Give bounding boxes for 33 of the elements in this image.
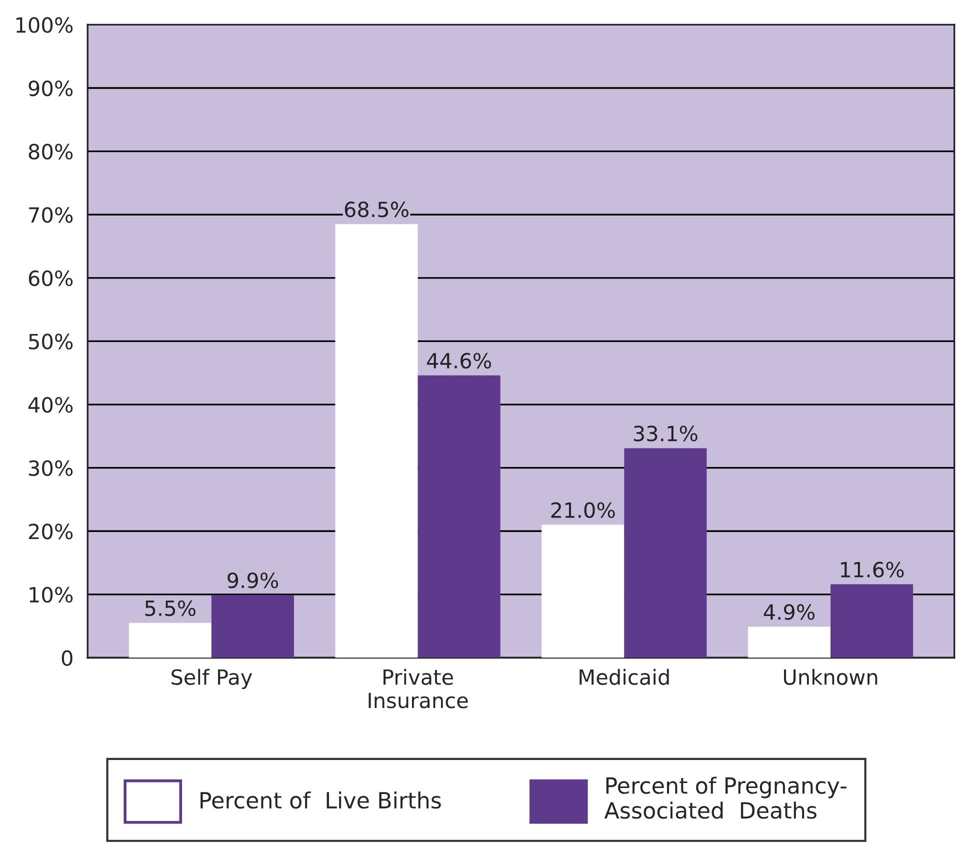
bar — [624, 448, 707, 658]
y-tick-label: 0 — [62, 650, 72, 666]
y-tick-label: 50% — [29, 334, 73, 350]
y-tick-label: 60% — [28, 270, 73, 286]
bar — [335, 224, 418, 658]
data-label: 5.5% — [145, 600, 196, 616]
y-tick-label: 20% — [28, 524, 73, 540]
data-label: 44.6% — [427, 352, 492, 369]
y-tick-label: 80% — [28, 144, 73, 160]
data-label: 11.6% — [840, 562, 904, 578]
data-label: 9.9% — [228, 572, 278, 588]
bar — [748, 626, 831, 658]
y-tick-label: 40% — [28, 396, 73, 413]
x-tick-label: Self Pay — [172, 668, 252, 690]
legend-label: Percent of Pregnancy- Associated Deaths — [604, 776, 846, 819]
x-tick-label: Medicaid — [580, 668, 669, 685]
data-label: 68.5% — [344, 202, 408, 218]
bar — [418, 375, 500, 658]
bar — [830, 584, 914, 658]
x-tick-label: Unknown — [784, 668, 878, 685]
y-tick-label: 70% — [29, 207, 73, 223]
y-tick-label: 90% — [28, 80, 73, 96]
y-tick-label: 10% — [30, 586, 73, 603]
data-label: 33.1% — [634, 426, 698, 442]
legend-label: Percent of Live Births — [200, 791, 441, 809]
bar — [128, 622, 212, 658]
bar — [542, 524, 624, 658]
y-tick-label: 30% — [29, 460, 73, 476]
y-tick-label: 100% — [16, 17, 73, 33]
x-tick-label: Private Insurance — [368, 668, 468, 708]
bar — [211, 595, 294, 658]
data-label: 4.9% — [764, 604, 815, 620]
data-label: 21.0% — [551, 502, 615, 518]
